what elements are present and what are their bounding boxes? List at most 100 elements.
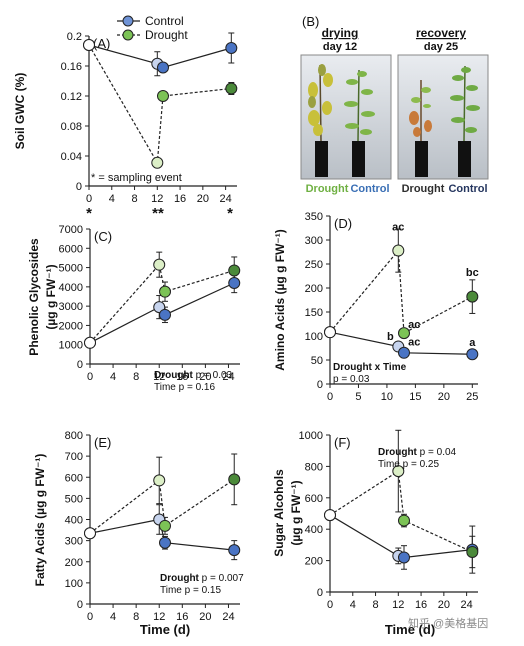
xlabel-left: Time (d): [140, 622, 190, 637]
legend-control-label: Control: [145, 14, 184, 28]
photo-recovery: [397, 54, 489, 180]
point-label: bc: [466, 267, 479, 279]
y-tick-label: 400: [65, 515, 83, 527]
x-tick-label: 12: [151, 193, 163, 205]
panel-label: (C): [94, 229, 112, 244]
x-tick-label: 12: [392, 599, 404, 611]
panel-a-legend: Control Drought: [117, 14, 188, 42]
y-tick-label: 0.16: [61, 61, 82, 73]
y-axis-label: Phenolic Glycosides: [27, 238, 41, 356]
y-tick-label: 200: [305, 283, 323, 295]
photo-label-control-1: Control: [350, 183, 389, 195]
data-point-drought: [151, 156, 164, 169]
y-tick-label: 1000: [299, 430, 323, 442]
x-tick-label: 4: [350, 599, 356, 611]
data-point-drought: [153, 258, 166, 271]
photo-left-subtitle: day 12: [323, 41, 357, 53]
panel-label: (D): [334, 216, 352, 231]
data-point-drought: [157, 90, 169, 102]
y-tick-label: 300: [65, 536, 83, 548]
point-label: ac: [408, 337, 420, 349]
legend-drought-marker: [122, 29, 134, 41]
x-tick-label: 8: [133, 371, 139, 383]
data-point-control: [159, 308, 171, 321]
y-tick-label: 150: [305, 307, 323, 319]
y-tick-label: 0: [76, 181, 82, 193]
y-tick-label: 500: [65, 493, 83, 505]
y-axis-label: Fatty Acids (µg g FW⁻¹): [33, 454, 47, 587]
x-tick-label: 4: [109, 193, 115, 205]
stat-annotation: Drought p = 0.007: [160, 573, 244, 584]
x-tick-label: 10: [381, 391, 393, 403]
data-point-drought: [392, 244, 405, 257]
y-tick-label: 0: [317, 587, 323, 599]
x-tick-label: 15: [409, 391, 421, 403]
data-point-drought: [228, 264, 241, 277]
panel-label: (E): [94, 435, 111, 450]
y-tick-label: 0: [317, 379, 323, 391]
y-tick-label: 0: [77, 599, 83, 611]
data-point-drought: [83, 39, 95, 51]
y-tick-label: 250: [305, 259, 323, 271]
y-axis-label: Amino Acids (µg g FW⁻¹): [273, 229, 287, 370]
x-tick-label: 8: [133, 611, 139, 623]
photo-right-subtitle: day 25: [424, 41, 458, 53]
data-point-drought: [225, 82, 238, 95]
stat-annotation: Drought p = 0.03: [154, 370, 233, 381]
photo-right-title: recovery: [416, 26, 466, 40]
y-tick-label: 700: [65, 451, 83, 463]
x-tick-label: 24: [219, 193, 231, 205]
data-point-control: [466, 348, 479, 361]
data-point-drought: [228, 473, 241, 486]
y-axis-label-units: (µg g FW⁻¹): [44, 264, 58, 329]
x-tick-label: 20: [438, 391, 450, 403]
x-tick-label: 16: [176, 371, 188, 383]
watermark: 知乎 @美格基因: [408, 616, 488, 630]
sig-mark-day0: *: [86, 205, 92, 222]
data-point-control: [159, 536, 171, 549]
x-tick-label: 20: [197, 193, 209, 205]
data-point-drought: [398, 327, 410, 340]
stat-annotation: Time p = 0.25: [378, 459, 439, 470]
y-axis-label: Sugar Alcohols: [272, 469, 286, 557]
y-tick-label: 3000: [59, 301, 83, 313]
photo-label-control-2: Control: [448, 183, 487, 195]
y-tick-label: 800: [305, 461, 323, 473]
x-tick-label: 24: [222, 371, 234, 383]
sig-mark-day25: *: [227, 205, 233, 222]
panel-b-label: (B): [302, 14, 319, 29]
y-tick-label: 100: [65, 578, 83, 590]
y-tick-label: 300: [305, 235, 323, 247]
x-tick-label: 12: [153, 611, 165, 623]
x-tick-label: 4: [110, 611, 116, 623]
data-point-drought: [84, 336, 96, 349]
point-label: a: [469, 337, 476, 349]
data-point-drought: [159, 285, 171, 298]
series-line-drought: [329, 470, 473, 553]
x-tick-label: 4: [110, 371, 116, 383]
point-label: ac: [408, 319, 420, 331]
point-label: b: [387, 331, 394, 343]
y-tick-label: 800: [65, 430, 83, 442]
stat-annotation: p = 0.03: [333, 374, 370, 385]
legend-drought-label: Drought: [145, 28, 188, 42]
data-point-control: [398, 551, 410, 564]
xlabel-right: Time (d): [385, 622, 435, 637]
x-tick-label: 20: [438, 599, 450, 611]
x-tick-label: 24: [222, 611, 234, 623]
legend-control-marker: [122, 15, 134, 27]
x-tick-label: 8: [131, 193, 137, 205]
y-tick-label: 50: [311, 355, 323, 367]
y-tick-label: 200: [305, 556, 323, 568]
y-tick-label: 600: [305, 493, 323, 505]
x-tick-label: 20: [199, 611, 211, 623]
data-point-drought: [392, 465, 405, 478]
data-point-control: [228, 277, 241, 289]
data-point-control: [225, 42, 238, 54]
chart-panel-4: (E) 0 100 200 300 400 500 600 700 800 0 4 8 12 16 20 24 F…: [33, 430, 244, 623]
x-tick-label: 20: [199, 371, 211, 383]
data-point-drought: [84, 527, 96, 540]
